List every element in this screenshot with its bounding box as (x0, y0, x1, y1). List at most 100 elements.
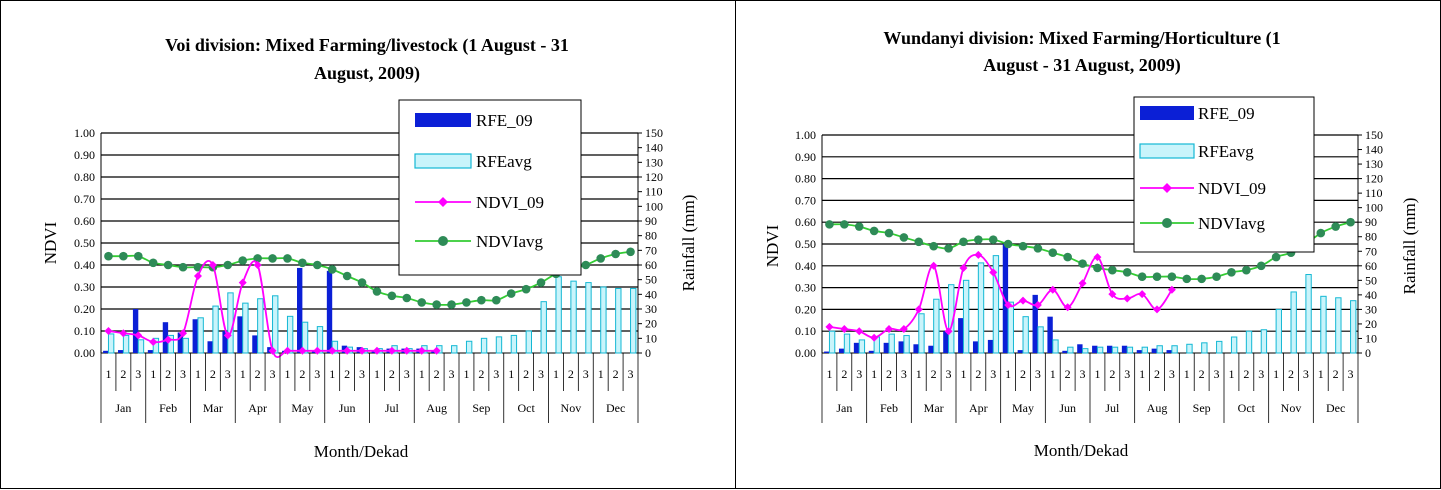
rfe-avg-bar (1216, 340, 1223, 354)
rfe-avg-bar (257, 298, 264, 354)
rfe-avg-bar (1082, 348, 1089, 354)
rfe-avg-bar (197, 317, 204, 354)
ndvi-avg-point (163, 260, 173, 270)
legend-marker-ndvi-avg (438, 236, 448, 246)
ndvi-09-point (402, 346, 411, 355)
dekad-label: 2 (299, 367, 305, 381)
rfe-09-bar (252, 335, 258, 353)
month-label: Oct (517, 401, 535, 415)
legend-label-rfe-09: RFE_09 (476, 111, 533, 130)
ndvi-avg-point (1063, 252, 1072, 262)
ndvi-avg-point (899, 233, 909, 242)
ndvi-avg-point (432, 300, 441, 309)
y-tick-label: 0.10 (74, 324, 95, 338)
dekad-label: 1 (1005, 367, 1011, 381)
rfe-09-bar (943, 331, 949, 353)
rfe-09-bar (838, 348, 845, 353)
y-tick-label: 0.30 (74, 280, 95, 294)
rfe-09-bar (1032, 294, 1038, 353)
y2-tick-label: 60 (1365, 259, 1377, 273)
ndvi-avg-point (477, 295, 486, 305)
y-tick-label: 0.00 (795, 346, 816, 360)
ndvi-avg-point (1033, 244, 1043, 253)
ndvi-avg-point (342, 271, 352, 281)
ndvi-avg-point (1167, 272, 1177, 282)
rfe-avg-bar (858, 339, 866, 354)
ndvi-avg-point (238, 256, 248, 265)
ndvi-avg-point (1018, 241, 1028, 251)
ndvi-avg-point (1316, 228, 1326, 238)
legend: RFE_09 RFEavg NDVI_09 NDVIavg (398, 99, 582, 276)
dekad-label: 3 (1035, 367, 1041, 381)
rfe-avg-bar (1201, 342, 1208, 354)
ndvi-09-point (298, 346, 307, 355)
rfe-09-bar (928, 345, 934, 353)
ndvi-09-point (855, 327, 864, 336)
rfe-avg-bar (1126, 346, 1134, 354)
legend: RFE_09 RFEavg NDVI_09 NDVIavg (1133, 96, 1315, 253)
ndvi-avg-point (840, 220, 849, 229)
rfe-avg-bar (888, 333, 895, 354)
ndvi-09-point (432, 346, 441, 355)
y2-tick-label: 100 (1365, 201, 1383, 215)
ndvi-avg-point (417, 298, 427, 307)
y-tick-label: 0.20 (74, 302, 95, 316)
rfe-09-bar (1062, 350, 1068, 353)
legend-swatch-rfe-09 (1140, 106, 1194, 120)
dekad-label: 2 (434, 367, 440, 381)
ndvi-avg-point (1227, 268, 1236, 277)
dekad-label: 1 (1228, 367, 1234, 381)
ndvi-09-point (870, 333, 879, 342)
dekad-label: 2 (931, 367, 937, 381)
month-label: Apr (248, 401, 267, 415)
y-axis-label: NDVI (41, 221, 60, 264)
ndvi-avg-point (1108, 265, 1117, 275)
dekad-label: 3 (946, 367, 952, 381)
rfe-09-bar (118, 350, 124, 353)
y-tick-label: 1.00 (74, 126, 95, 140)
rfe-09-bar (898, 341, 904, 353)
rfe-avg-bar (451, 345, 458, 354)
rfe-avg-bar (1022, 316, 1029, 354)
legend-label-rfe-avg: RFEavg (476, 152, 532, 171)
month-label: Sep (472, 401, 490, 415)
dekad-label: 3 (1303, 367, 1309, 381)
dekad-label: 3 (180, 367, 186, 381)
legend-marker-ndvi-09 (438, 197, 448, 207)
y2-tick-label: 40 (1365, 288, 1377, 302)
dekad-label: 1 (284, 367, 290, 381)
rfe-avg-bar (1350, 300, 1357, 354)
rfe-09-bar (1121, 345, 1128, 353)
ndvi-09-point (417, 346, 426, 355)
rfe-avg-bar (933, 298, 940, 354)
rfe-avg-bar (1290, 291, 1297, 354)
ndvi-09-point (149, 338, 158, 346)
month-label: Oct (1238, 401, 1256, 415)
rfe-09-bar (883, 342, 889, 353)
ndvi-avg-point (1271, 252, 1281, 262)
dekad-label: 2 (389, 367, 395, 381)
dekad-label: 3 (314, 367, 320, 381)
chart-title-line-1: Wundanyi division: Mixed Farming/Horticu… (883, 28, 1280, 49)
dekad-label: 2 (344, 367, 350, 381)
ndvi-avg-point (1182, 274, 1192, 284)
ndvi-avg-point (1256, 261, 1266, 271)
y-tick-label: 0.40 (795, 259, 816, 273)
ndvi-09-point (134, 331, 143, 340)
dekad-label: 3 (1169, 367, 1175, 381)
dekad-label: 1 (1094, 367, 1100, 381)
y2-tick-label: 40 (645, 287, 657, 301)
dekad-label: 2 (255, 367, 261, 381)
y-tick-label: 0.90 (74, 148, 95, 162)
y2-tick-label: 130 (645, 155, 663, 169)
ndvi-09-point (1138, 290, 1147, 299)
rfe-09-bar (1077, 344, 1083, 353)
dekad-label: 2 (886, 367, 892, 381)
y-axis-label: NDVI (763, 224, 782, 267)
month-label: Mar (924, 401, 944, 415)
ndvi-09-point (929, 261, 938, 270)
dekad-label: 3 (225, 367, 231, 381)
rfe-avg-bar (615, 287, 622, 354)
ndvi-09-point (989, 268, 998, 277)
ndvi-09-point (253, 261, 262, 269)
